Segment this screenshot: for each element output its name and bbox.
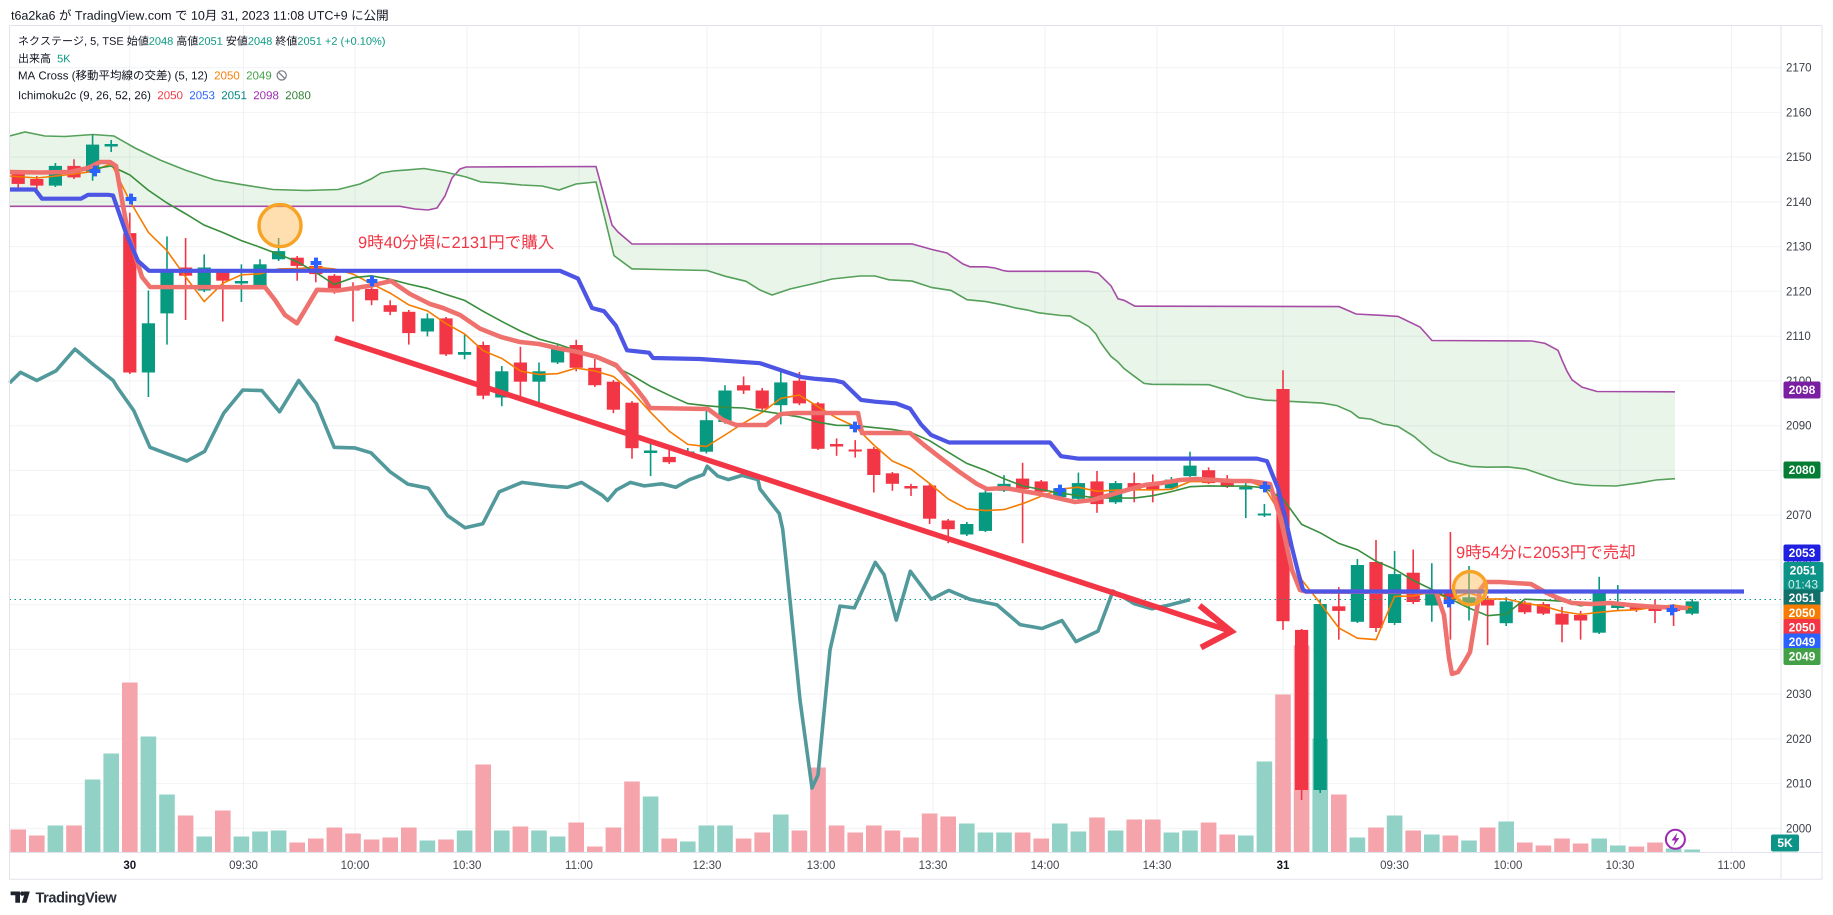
svg-text:13:00: 13:00	[807, 860, 836, 872]
svg-text:2051: 2051	[1790, 564, 1817, 578]
svg-text:14:00: 14:00	[1031, 860, 1060, 872]
svg-text:2050: 2050	[1789, 606, 1816, 620]
svg-text:2070: 2070	[1786, 510, 1812, 522]
svg-text:14:30: 14:30	[1143, 860, 1172, 872]
svg-text:10:00: 10:00	[1494, 860, 1523, 872]
svg-text:2140: 2140	[1786, 197, 1812, 209]
svg-text:2000: 2000	[1786, 823, 1812, 835]
svg-text:2110: 2110	[1786, 331, 1811, 343]
svg-text:2049: 2049	[1789, 650, 1816, 664]
svg-text:13:30: 13:30	[919, 860, 948, 872]
svg-text:2098: 2098	[1789, 383, 1816, 397]
svg-text:01:43: 01:43	[1788, 578, 1818, 592]
svg-text:2030: 2030	[1786, 689, 1812, 701]
svg-text:2150: 2150	[1786, 152, 1812, 164]
svg-text:2120: 2120	[1786, 286, 1812, 298]
svg-text:5K: 5K	[1777, 836, 1793, 850]
svg-text:10:00: 10:00	[341, 860, 370, 872]
svg-text:2090: 2090	[1786, 421, 1812, 433]
svg-text:2053: 2053	[1789, 546, 1816, 560]
svg-text:30: 30	[123, 860, 136, 872]
svg-text:11:00: 11:00	[1718, 860, 1746, 872]
svg-text:2020: 2020	[1786, 734, 1812, 746]
svg-text:10:30: 10:30	[1606, 860, 1635, 872]
svg-text:2051: 2051	[1789, 591, 1816, 605]
svg-text:31: 31	[1277, 860, 1290, 872]
svg-text:TradingView: TradingView	[36, 890, 118, 906]
svg-text:2010: 2010	[1786, 779, 1812, 791]
svg-text:2080: 2080	[1789, 463, 1816, 477]
svg-text:2050: 2050	[1789, 621, 1816, 635]
svg-text:09:30: 09:30	[1380, 860, 1409, 872]
svg-text:2049: 2049	[1789, 635, 1816, 649]
svg-text:2160: 2160	[1786, 107, 1812, 119]
svg-text:2170: 2170	[1786, 63, 1812, 75]
svg-text:12:30: 12:30	[693, 860, 722, 872]
svg-text:11:00: 11:00	[565, 860, 593, 872]
svg-text:10:30: 10:30	[453, 860, 482, 872]
svg-text:2130: 2130	[1786, 242, 1812, 254]
svg-text:09:30: 09:30	[229, 860, 258, 872]
